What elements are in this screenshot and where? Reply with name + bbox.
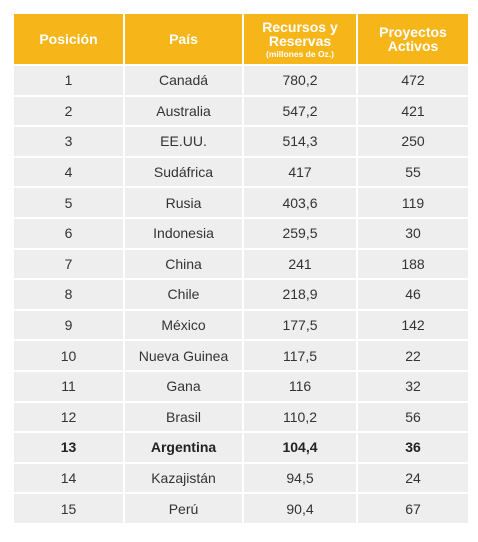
cell-country: Gana	[125, 371, 242, 401]
cell-resources: 94,5	[244, 463, 356, 493]
cell-position: 15	[14, 494, 123, 523]
table-row: 8 Chile 218,9 46	[14, 280, 468, 309]
table-row: 13 Argentina 104,4 36	[14, 433, 468, 462]
cell-projects: 46	[358, 280, 468, 309]
table-row: 4 Sudáfrica 417 55	[14, 157, 468, 187]
cell-country: Sudáfrica	[125, 157, 242, 187]
cell-resources: 241	[244, 249, 356, 279]
cell-resources: 547,2	[244, 96, 356, 126]
cell-position: 1	[14, 66, 123, 95]
cell-position: 14	[14, 463, 123, 493]
header-projects: Proyectos Activos	[358, 14, 468, 64]
header-country-label: País	[169, 31, 198, 47]
header-resources: Recursos y Reservas (millones de Oz.)	[244, 14, 356, 64]
header-position-label: Posición	[39, 31, 98, 47]
cell-resources: 403,6	[244, 188, 356, 217]
cell-projects: 56	[358, 402, 468, 432]
cell-position: 3	[14, 127, 123, 156]
cell-projects: 142	[358, 310, 468, 340]
cell-country: Kazajistán	[125, 463, 242, 493]
table-body: 1 Canadá 780,2 472 2 Australia 547,2 421 3 EE.UU.…	[14, 66, 468, 523]
cell-projects: 188	[358, 249, 468, 279]
cell-country: Nueva Guinea	[125, 341, 242, 370]
cell-country: Argentina	[125, 433, 242, 462]
header-country: País	[125, 14, 242, 64]
cell-country: México	[125, 310, 242, 340]
cell-projects: 32	[358, 371, 468, 401]
table-row: 11 Gana 116 32	[14, 371, 468, 401]
cell-projects: 36	[358, 433, 468, 462]
header-resources-label: Recursos y Reservas	[262, 18, 338, 49]
cell-resources: 90,4	[244, 494, 356, 523]
cell-resources: 104,4	[244, 433, 356, 462]
cell-country: Chile	[125, 280, 242, 309]
cell-position: 12	[14, 402, 123, 432]
cell-country: China	[125, 249, 242, 279]
cell-country: Canadá	[125, 66, 242, 95]
table-row: 10 Nueva Guinea 117,5 22	[14, 341, 468, 370]
cell-position: 7	[14, 249, 123, 279]
cell-projects: 22	[358, 341, 468, 370]
header-resources-unit: (millones de Oz.)	[265, 48, 334, 59]
table-row: 6 Indonesia 259,5 30	[14, 218, 468, 248]
table-row: 3 EE.UU. 514,3 250	[14, 127, 468, 156]
cell-resources: 259,5	[244, 218, 356, 248]
cell-country: Indonesia	[125, 218, 242, 248]
cell-projects: 472	[358, 66, 468, 95]
cell-position: 5	[14, 188, 123, 217]
cell-projects: 55	[358, 157, 468, 187]
header-row: Posición País Recursos y Reservas (millo…	[14, 14, 468, 64]
cell-position: 2	[14, 96, 123, 126]
cell-projects: 421	[358, 96, 468, 126]
cell-projects: 119	[358, 188, 468, 217]
cell-resources: 117,5	[244, 341, 356, 370]
cell-resources: 177,5	[244, 310, 356, 340]
table-row: 5 Rusia 403,6 119	[14, 188, 468, 217]
cell-position: 9	[14, 310, 123, 340]
cell-resources: 110,2	[244, 402, 356, 432]
table-row: 7 China 241 188	[14, 249, 468, 279]
cell-projects: 67	[358, 494, 468, 523]
cell-country: Perú	[125, 494, 242, 523]
table-row: 12 Brasil 110,2 56	[14, 402, 468, 432]
cell-country: Rusia	[125, 188, 242, 217]
table-row: 9 México 177,5 142	[14, 310, 468, 340]
cell-resources: 780,2	[244, 66, 356, 95]
table-header: Posición País Recursos y Reservas (millo…	[14, 14, 468, 64]
cell-country: Australia	[125, 96, 242, 126]
cell-position: 8	[14, 280, 123, 309]
cell-position: 4	[14, 157, 123, 187]
cell-resources: 514,3	[244, 127, 356, 156]
ranking-table-container: Posición País Recursos y Reservas (millo…	[12, 12, 468, 525]
cell-country: EE.UU.	[125, 127, 242, 156]
cell-resources: 218,9	[244, 280, 356, 309]
cell-country: Brasil	[125, 402, 242, 432]
table-row: 1 Canadá 780,2 472	[14, 66, 468, 95]
cell-projects: 24	[358, 463, 468, 493]
table-row: 14 Kazajistán 94,5 24	[14, 463, 468, 493]
gold-resources-ranking-table: Posición País Recursos y Reservas (millo…	[12, 12, 470, 525]
cell-resources: 116	[244, 371, 356, 401]
cell-position: 10	[14, 341, 123, 370]
table-row: 2 Australia 547,2 421	[14, 96, 468, 126]
cell-projects: 250	[358, 127, 468, 156]
cell-resources: 417	[244, 157, 356, 187]
cell-position: 13	[14, 433, 123, 462]
table-row: 15 Perú 90,4 67	[14, 494, 468, 523]
header-position: Posición	[14, 14, 123, 64]
cell-position: 11	[14, 371, 123, 401]
cell-position: 6	[14, 218, 123, 248]
header-projects-label: Proyectos Activos	[379, 24, 447, 54]
cell-projects: 30	[358, 218, 468, 248]
